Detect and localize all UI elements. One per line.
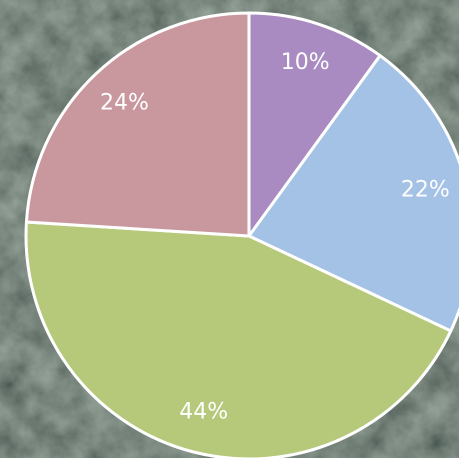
data-label: 44% — [179, 399, 228, 424]
data-label: 22% — [401, 178, 450, 203]
data-label: 24% — [100, 90, 149, 115]
pie: 10% 22% 44% 24% — [26, 13, 459, 458]
data-label: 10% — [281, 50, 330, 75]
chart: 10% 22% 44% 24% — [0, 0, 459, 458]
